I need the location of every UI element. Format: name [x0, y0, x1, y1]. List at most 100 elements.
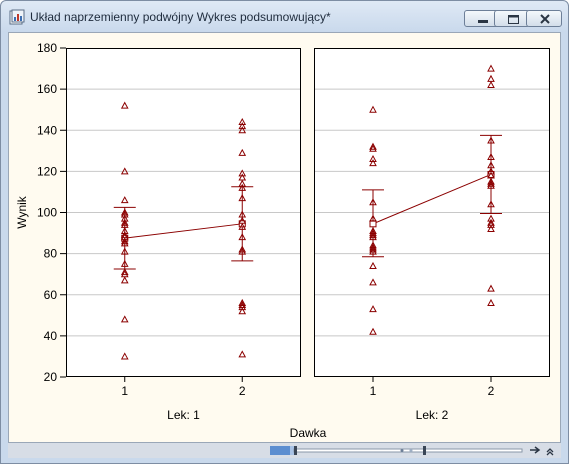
- y-tick-label: 40: [44, 329, 58, 343]
- data-point: [369, 327, 377, 335]
- slider-right-icon[interactable]: [423, 446, 426, 455]
- data-point: [238, 126, 247, 134]
- data-point: [238, 148, 247, 156]
- data-point: [120, 352, 129, 360]
- scroll-thumb[interactable]: [270, 446, 290, 455]
- panel-label: Lek: 1: [167, 408, 200, 422]
- data-point: [238, 183, 247, 191]
- data-point: [120, 196, 129, 204]
- data-point: [238, 194, 247, 202]
- data-point: [238, 117, 247, 126]
- y-axis-title: Wynik: [15, 195, 29, 229]
- data-point: [120, 259, 129, 267]
- data-point: [120, 239, 129, 247]
- data-point: [487, 224, 495, 232]
- data-point: [487, 179, 495, 187]
- data-point: [120, 210, 129, 218]
- data-point: [369, 142, 377, 150]
- data-point: [369, 105, 377, 113]
- data-point: [487, 167, 495, 175]
- y-tick-label: 100: [37, 206, 57, 220]
- slider-left-icon[interactable]: [294, 446, 297, 455]
- panel-label: Lek: 2: [416, 408, 449, 422]
- data-point: [120, 315, 129, 323]
- window-title: Układ naprzemienny podwójny Wykres podsu…: [30, 10, 331, 24]
- expand-icon[interactable]: [546, 448, 554, 456]
- data-point: [120, 237, 129, 245]
- data-point: [238, 222, 247, 230]
- x-tick-label: 1: [370, 384, 377, 398]
- mean-line: [124, 223, 243, 239]
- y-tick-label: 20: [44, 370, 58, 384]
- close-icon: [540, 14, 550, 24]
- data-point: [487, 284, 495, 292]
- data-point: [238, 169, 247, 177]
- y-tick-label: 80: [44, 247, 58, 261]
- data-point: [487, 181, 495, 189]
- data-point: [238, 298, 247, 306]
- interaction-plot: 20 40 60 80 100 120 140 160 180 Wynik 1 2 Lek: 1 1 2 Le…: [15, 41, 550, 440]
- x-tick-label: 1: [121, 384, 128, 398]
- data-point: [120, 268, 129, 276]
- data-point: [369, 245, 377, 253]
- y-tick-label: 60: [44, 288, 58, 302]
- data-point: [487, 220, 495, 228]
- title-bar[interactable]: Układ naprzemienny podwójny Wykres podsu…: [1, 1, 568, 32]
- data-point: [369, 305, 377, 313]
- mean-line: [372, 173, 492, 225]
- data-point: [238, 245, 247, 253]
- data-point: [238, 122, 247, 130]
- y-tick-label: 140: [37, 123, 57, 137]
- close-button[interactable]: [526, 10, 562, 27]
- x-tick-label: 2: [488, 384, 495, 398]
- restore-button[interactable]: [494, 10, 530, 27]
- data-point: [238, 247, 247, 255]
- data-point: [120, 218, 129, 226]
- panel-frame: [66, 48, 301, 377]
- minimize-button[interactable]: [464, 10, 500, 27]
- data-point: [369, 233, 377, 241]
- data-point: [238, 303, 247, 311]
- data-point: [120, 247, 129, 255]
- chart-document-icon: [9, 9, 25, 25]
- minimize-icon: [478, 20, 488, 23]
- horizontal-scrollbar[interactable]: [8, 443, 561, 458]
- data-point: [487, 177, 495, 185]
- data-point: [369, 243, 377, 251]
- data-point: [238, 350, 247, 358]
- x-tick-label: 2: [239, 384, 246, 398]
- panel-frame: [314, 48, 550, 377]
- plot-area: 20 40 60 80 100 120 140 160 180 Wynik 1 2 Lek: 1 1 2 Le…: [8, 32, 561, 443]
- grip-icon: [400, 449, 404, 452]
- restore-icon: [508, 15, 519, 24]
- data-point: [487, 152, 495, 160]
- data-point: [120, 101, 129, 109]
- y-tick-label: 160: [37, 82, 57, 96]
- data-point: [369, 154, 377, 163]
- data-point: [369, 247, 377, 255]
- y-tick-label: 180: [37, 41, 57, 55]
- y-tick-label: 120: [37, 164, 57, 178]
- data-point: [369, 231, 377, 239]
- data-point: [238, 179, 247, 187]
- data-point: [369, 229, 377, 237]
- data-point: [369, 198, 377, 206]
- mean-marker: [369, 220, 377, 228]
- zoom-arrow-icon[interactable]: [530, 446, 541, 454]
- data-point: [369, 261, 377, 269]
- data-point: [369, 278, 377, 286]
- data-point: [487, 80, 495, 89]
- scrollbar-graphic: [270, 446, 554, 456]
- data-point: [120, 276, 129, 284]
- data-point: [369, 214, 377, 222]
- zoom-slider-track[interactable]: [293, 448, 523, 453]
- data-point: [120, 167, 129, 175]
- data-point: [238, 307, 247, 315]
- data-point: [487, 136, 495, 144]
- data-point: [238, 233, 247, 241]
- data-point: [369, 144, 377, 152]
- data-point: [487, 298, 495, 306]
- data-point: [369, 159, 377, 167]
- x-axis-title: Dawka: [290, 426, 327, 440]
